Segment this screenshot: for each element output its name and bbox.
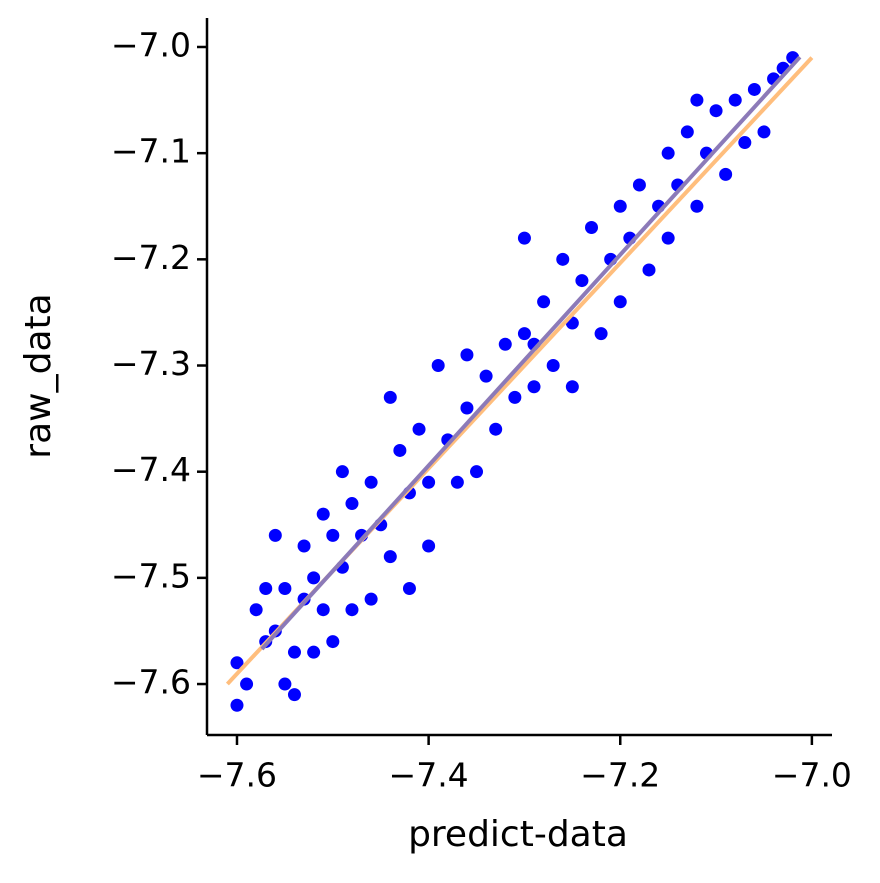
- x-tick-label: −7.0: [772, 756, 852, 795]
- point: [297, 539, 311, 553]
- point: [278, 677, 292, 691]
- x-tick-label: −7.6: [197, 756, 277, 795]
- point: [326, 635, 340, 649]
- point: [422, 539, 436, 553]
- point: [632, 178, 646, 192]
- point: [470, 465, 484, 479]
- point: [565, 380, 579, 394]
- fit-line: [260, 55, 802, 651]
- y-tick-label: −7.3: [111, 344, 191, 383]
- y-tick-label: −7.0: [111, 25, 191, 64]
- point: [690, 93, 704, 107]
- point: [585, 220, 599, 234]
- point: [364, 592, 378, 606]
- point: [402, 581, 416, 595]
- point: [393, 443, 407, 457]
- point: [412, 422, 426, 436]
- point: [383, 550, 397, 564]
- y-axis-label: raw_data: [18, 293, 59, 458]
- point: [422, 475, 436, 489]
- point: [719, 167, 733, 181]
- x-tick-label: −7.2: [580, 756, 660, 795]
- point: [479, 369, 493, 383]
- point: [345, 603, 359, 617]
- point: [728, 93, 742, 107]
- point: [613, 199, 627, 213]
- point: [546, 359, 560, 373]
- point: [709, 104, 723, 118]
- x-axis-label: predict-data: [408, 814, 628, 855]
- point: [383, 390, 397, 404]
- point: [249, 603, 263, 617]
- point: [450, 475, 464, 489]
- point: [460, 401, 474, 415]
- point: [690, 199, 704, 213]
- point: [307, 645, 321, 659]
- point: [316, 507, 330, 521]
- point: [278, 581, 292, 595]
- point: [738, 136, 752, 150]
- point: [613, 295, 627, 309]
- point: [508, 390, 522, 404]
- point: [517, 327, 531, 341]
- point: [537, 295, 551, 309]
- point: [335, 465, 349, 479]
- point: [680, 125, 694, 139]
- y-tick-label: −7.4: [111, 450, 191, 489]
- point: [230, 698, 244, 712]
- point: [489, 422, 503, 436]
- point: [642, 263, 656, 277]
- y-tick-label: −7.1: [111, 132, 191, 171]
- point: [287, 645, 301, 659]
- point: [460, 348, 474, 362]
- x-tick-label: −7.4: [389, 756, 469, 795]
- point: [307, 571, 321, 585]
- point: [364, 475, 378, 489]
- point: [345, 497, 359, 511]
- point: [747, 82, 761, 96]
- point: [498, 337, 512, 351]
- point: [316, 603, 330, 617]
- point: [240, 677, 254, 691]
- point: [661, 146, 675, 160]
- point: [757, 125, 771, 139]
- point: [431, 359, 445, 373]
- point: [259, 581, 273, 595]
- point: [594, 327, 608, 341]
- point: [661, 231, 675, 245]
- y-tick-label: −7.5: [111, 556, 191, 595]
- point: [287, 688, 301, 702]
- point: [556, 252, 570, 266]
- y-tick-label: −7.6: [111, 663, 191, 702]
- point: [517, 231, 531, 245]
- point: [268, 528, 282, 542]
- point: [230, 656, 244, 670]
- point: [527, 380, 541, 394]
- point: [575, 274, 589, 288]
- point: [326, 528, 340, 542]
- y-tick-label: −7.2: [111, 238, 191, 277]
